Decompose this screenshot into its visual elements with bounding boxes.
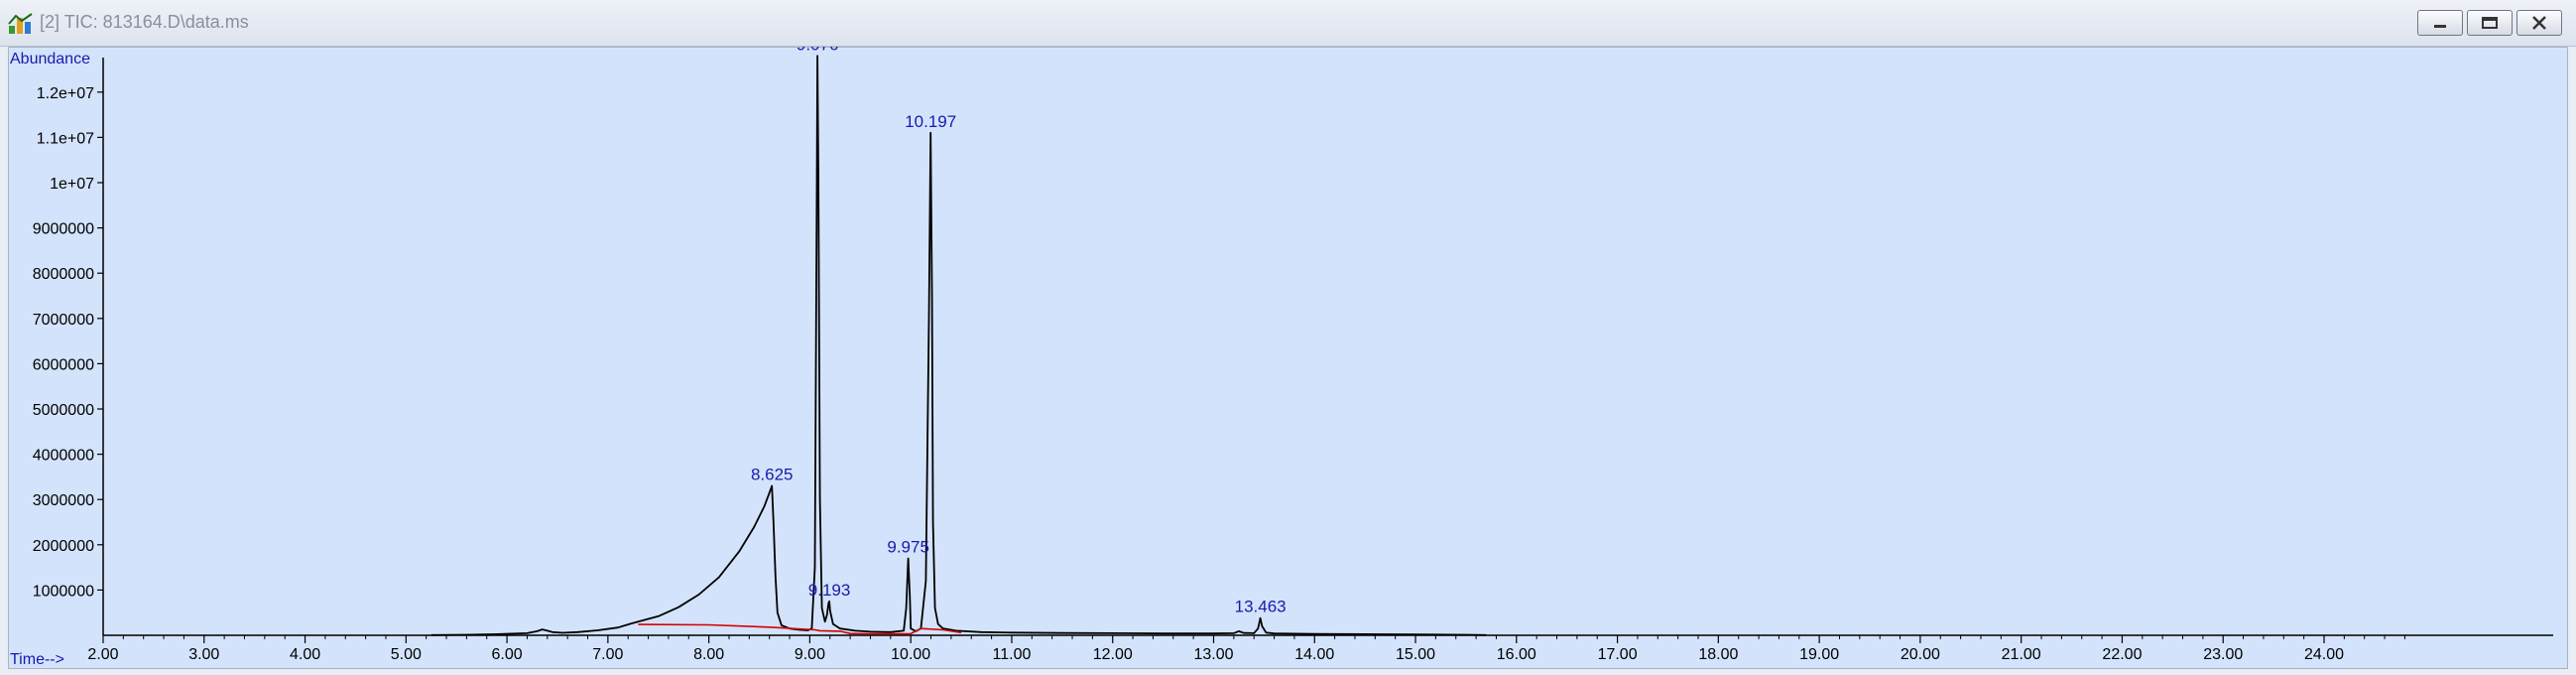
restore-icon <box>2482 17 2498 29</box>
y-axis-label: Abundance <box>10 51 90 68</box>
x-tick-label: 4.00 <box>290 646 320 663</box>
x-axis-label: Time--> <box>10 651 64 668</box>
peak-label: 13.463 <box>1235 598 1287 616</box>
peak-label: 9.975 <box>887 537 929 556</box>
y-tick-label: 8000000 <box>33 266 94 283</box>
x-tick-label: 13.00 <box>1193 646 1233 663</box>
x-tick-label: 8.00 <box>693 646 724 663</box>
x-tick-label: 10.00 <box>891 646 930 663</box>
close-icon <box>2532 16 2546 30</box>
tic-trace <box>430 55 1487 636</box>
minimize-button[interactable] <box>2417 10 2463 36</box>
chromatogram-chart: Abundance Time--> 1000000 2000000 3000000 4… <box>10 47 2553 668</box>
y-tick-label: 6000000 <box>33 356 94 373</box>
y-tick-label: 1e+07 <box>50 176 94 193</box>
chart-frame <box>8 47 2568 669</box>
baseline-trace <box>638 623 962 635</box>
y-tick-label: 1.1e+07 <box>37 130 94 147</box>
y-tick-label: 7000000 <box>33 312 94 329</box>
x-tick-label: 12.00 <box>1093 646 1133 663</box>
x-tick-label: 9.00 <box>795 646 825 663</box>
y-tick-label: 9000000 <box>33 221 94 238</box>
x-tick-label: 21.00 <box>2002 646 2041 663</box>
y-tick-label: 4000000 <box>33 448 94 465</box>
minimize-icon <box>2434 25 2446 28</box>
x-tick-label: 22.00 <box>2102 646 2142 663</box>
x-tick-label: 18.00 <box>1698 646 1738 663</box>
peak-label: 10.197 <box>905 112 956 131</box>
y-tick-label: 3000000 <box>33 492 94 509</box>
x-tick-label: 24.00 <box>2304 646 2344 663</box>
x-tick-label: 19.00 <box>1799 646 1839 663</box>
x-tick-label: 3.00 <box>188 646 219 663</box>
chromatogram-app-icon[interactable] <box>8 12 34 36</box>
title-bar: [2] TIC: 813164.D\data.ms <box>0 0 2576 47</box>
restore-button[interactable] <box>2467 10 2513 36</box>
x-tick-label: 7.00 <box>592 646 623 663</box>
y-tick-label: 2000000 <box>33 538 94 555</box>
x-tick-label: 11.00 <box>993 646 1032 663</box>
peak-label: 9.076 <box>797 47 839 54</box>
y-tick-label: 5000000 <box>33 402 94 419</box>
y-tick-label: 1.2e+07 <box>37 85 94 102</box>
x-tick-label: 17.00 <box>1598 646 1638 663</box>
peak-label: 8.625 <box>751 466 794 484</box>
x-tick-label: 16.00 <box>1497 646 1536 663</box>
x-tick-label: 14.00 <box>1294 646 1334 663</box>
peak-label: 9.193 <box>808 581 851 600</box>
close-button[interactable] <box>2516 10 2562 36</box>
window-title: [2] TIC: 813164.D\data.ms <box>40 12 249 32</box>
x-tick-label: 6.00 <box>492 646 523 663</box>
x-tick-label: 15.00 <box>1396 646 1435 663</box>
x-tick-label: 5.00 <box>391 646 422 663</box>
y-tick-label: 1000000 <box>33 583 94 600</box>
x-tick-label: 23.00 <box>2203 646 2243 663</box>
x-tick-label: 2.00 <box>87 646 118 663</box>
x-tick-label: 20.00 <box>1901 646 1940 663</box>
